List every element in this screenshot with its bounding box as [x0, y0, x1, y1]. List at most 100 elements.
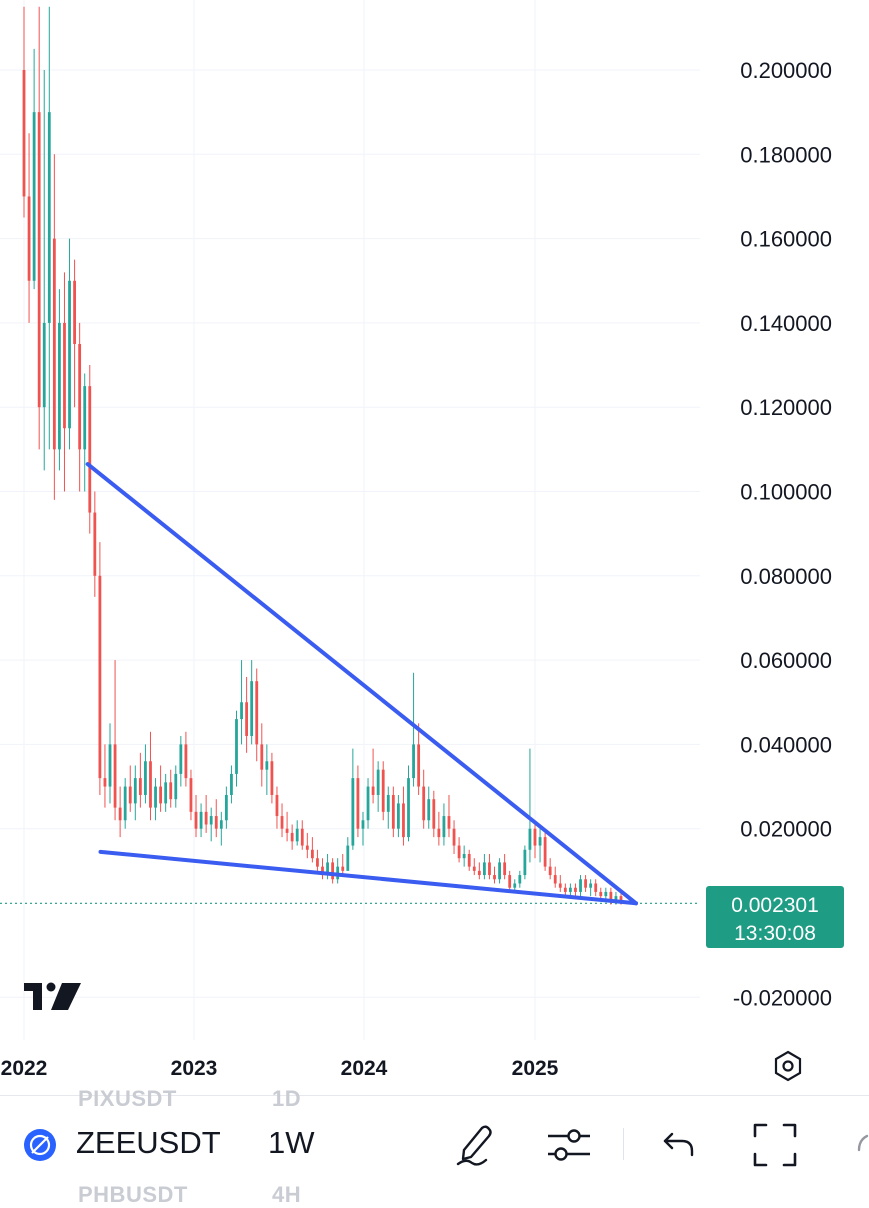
- candle-body: [63, 322, 66, 429]
- candle-body: [42, 322, 46, 408]
- candle-body: [174, 773, 178, 800]
- candle-body: [285, 828, 289, 833]
- pencil-draw-icon[interactable]: [452, 1120, 500, 1168]
- candle-body: [199, 811, 203, 829]
- candle-body: [574, 887, 577, 892]
- candle-body: [235, 719, 238, 774]
- candle-body: [432, 799, 436, 829]
- price-tick-label: 0.120000: [740, 395, 832, 420]
- candle-body: [280, 816, 284, 829]
- candle-body: [402, 803, 405, 838]
- candle-body: [386, 794, 390, 812]
- candle-body: [159, 786, 163, 804]
- candle-body: [407, 778, 410, 838]
- candle-body: [523, 849, 527, 876]
- candle-body: [245, 702, 249, 736]
- price-tick-label: -0.020000: [733, 985, 832, 1010]
- price-tick-label: 0.140000: [740, 311, 832, 336]
- ghost-interval-bottom: 4H: [272, 1182, 302, 1207]
- candle-body: [594, 883, 598, 892]
- candle-body: [260, 744, 264, 770]
- candle-body: [412, 744, 415, 779]
- price-tick-label: 0.100000: [740, 480, 832, 505]
- candle-body: [452, 828, 456, 846]
- candle-body: [83, 386, 87, 450]
- candle-body: [240, 702, 243, 720]
- candle-body: [371, 786, 375, 795]
- candle-body: [123, 786, 127, 821]
- ghost-symbol-bottom: PHBUSDT: [78, 1182, 188, 1207]
- candle-body: [488, 862, 491, 876]
- candle-body: [417, 744, 421, 787]
- candle-body: [194, 811, 198, 829]
- candle-body: [331, 862, 335, 880]
- price-tick-label: 0.040000: [740, 732, 832, 757]
- tradingview-logo: [24, 982, 81, 1010]
- candle-body: [113, 744, 117, 808]
- candle-body: [149, 761, 152, 808]
- chart-settings-icon[interactable]: [774, 1050, 802, 1082]
- candle-body: [477, 870, 481, 876]
- candle-body: [255, 681, 259, 745]
- candle-body: [346, 845, 350, 871]
- candle-body: [103, 778, 107, 787]
- candle-body: [275, 794, 279, 817]
- ghost-symbol-top: PIXUSDT: [78, 1086, 177, 1111]
- trendlines[interactable]: [85, 462, 638, 906]
- candle-body: [209, 816, 213, 825]
- candle-body: [396, 803, 400, 829]
- candle-body: [270, 761, 274, 795]
- candle-body: [482, 862, 486, 876]
- candle-body: [558, 883, 562, 888]
- time-axis[interactable]: 2022 2023 2024 2025: [1, 1057, 559, 1080]
- more-icon[interactable]: [855, 1134, 869, 1156]
- interval-selector[interactable]: 1W: [268, 1125, 315, 1160]
- trendline-support: [98, 849, 638, 906]
- candle-body: [204, 811, 208, 825]
- price-chart[interactable]: 0.200000 0.180000 0.160000 0.140000 0.120000…: [0, 0, 869, 1095]
- indicator-settings-icon[interactable]: [546, 1124, 592, 1164]
- candle-body: [427, 799, 431, 821]
- candle-body: [58, 322, 61, 450]
- candle-body: [290, 832, 294, 842]
- candle-body: [78, 343, 82, 450]
- candle-body: [442, 816, 446, 838]
- candle-body: [376, 769, 380, 795]
- candle-body: [493, 875, 496, 880]
- candle-body: [118, 807, 122, 821]
- candle-body: [108, 744, 112, 787]
- candle-body: [422, 786, 426, 821]
- candle-body: [508, 875, 512, 888]
- time-tick-label: 2023: [171, 1057, 218, 1080]
- candle-body: [27, 196, 31, 281]
- candle-body: [295, 828, 299, 842]
- candle-body: [93, 512, 97, 576]
- price-tick-label: 0.160000: [740, 227, 832, 252]
- candle-body: [88, 386, 92, 513]
- symbol-name[interactable]: ZEEUSDT: [76, 1125, 221, 1160]
- price-axis[interactable]: 0.200000 0.180000 0.160000 0.140000 0.120000…: [733, 58, 832, 1010]
- candle-body: [230, 773, 233, 795]
- candle-body: [52, 238, 56, 450]
- bar-countdown: 13:30:08: [734, 922, 816, 945]
- candle-body: [599, 891, 603, 897]
- trendline-resistance: [85, 462, 638, 906]
- candle-body: [569, 887, 572, 892]
- fullscreen-icon[interactable]: [752, 1122, 798, 1168]
- candle-body: [543, 837, 547, 867]
- candle-body: [73, 280, 76, 344]
- candle-body: [37, 112, 41, 408]
- candle-body: [563, 887, 567, 892]
- candle-body: [47, 112, 51, 323]
- candle-body: [381, 769, 385, 812]
- candle-body: [98, 575, 102, 779]
- undo-icon[interactable]: [662, 1128, 698, 1160]
- candle-body: [462, 853, 466, 859]
- candle-body: [32, 112, 36, 281]
- symbol-logo-icon[interactable]: [22, 1127, 58, 1163]
- candle-body: [144, 761, 147, 795]
- candle-body: [604, 891, 608, 897]
- price-tick-label: 0.080000: [740, 564, 832, 589]
- candle-body: [265, 761, 269, 770]
- candle-body: [589, 883, 593, 888]
